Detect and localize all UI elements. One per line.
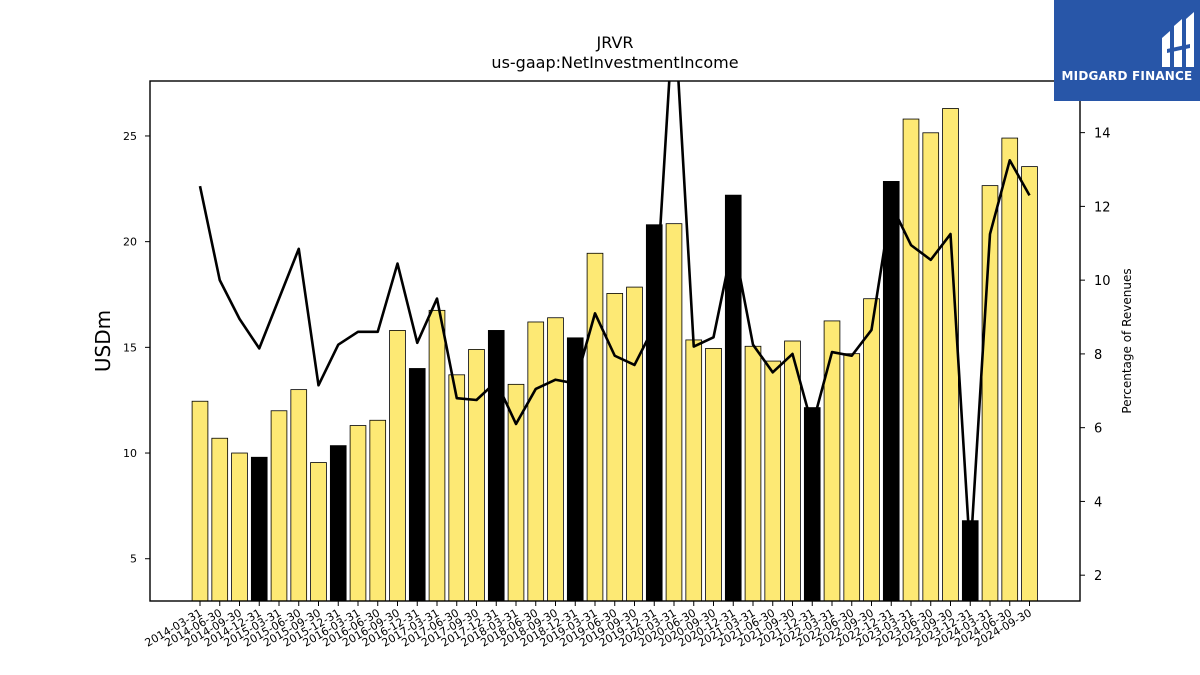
bar-2017-12-31 [487,330,505,602]
bar-2021-06-30 [764,360,782,602]
y-tick-label: 10 [123,447,137,460]
bar-2022-03-31 [823,320,841,602]
y2-tick-label: 8 [1094,348,1102,363]
bar-2023-03-31 [902,118,920,602]
bar-2022-09-30 [863,298,880,602]
line-layer [198,81,1031,557]
bar-2014-09-30 [231,452,248,602]
bar-2016-09-30 [389,330,406,602]
y2-tick-label: 6 [1094,422,1102,437]
bar-2016-06-30 [369,419,387,602]
percentage-line [198,81,1031,557]
bar-2015-06-30 [290,389,308,602]
axes-layer: 51015202524681012142014-03-312014-06-302… [123,80,1111,650]
bar-2018-09-30 [547,317,564,602]
bar-2015-12-31 [329,445,347,602]
bar-2014-12-31 [250,456,268,602]
y2-tick-label: 2 [1094,569,1102,584]
y2-tick-label: 4 [1094,495,1102,510]
y-tick-label: 5 [130,553,137,566]
y-tick-label: 25 [123,130,137,143]
bar-2021-12-31 [803,407,821,602]
bar-2019-06-30 [606,293,624,602]
y2-axis-label: Percentage of Revenues [1120,268,1134,413]
y-tick-label: 20 [123,236,137,249]
bar-2020-03-31 [665,223,683,602]
bar-2015-03-31 [270,410,288,602]
chart-subtitle: us-gaap:NetInvestmentIncome [491,53,738,72]
bar-2017-09-30 [468,349,485,602]
bar-2018-06-30 [527,321,545,602]
bar-2023-09-30 [942,108,959,602]
bar-2019-03-31 [586,252,604,602]
bar-2019-12-31 [645,224,663,602]
brand-name: MIDGARD FINANCE [1061,69,1193,83]
y2-tick-label: 10 [1094,274,1111,289]
bar-2021-03-31 [744,345,762,602]
bar-2018-12-31 [566,337,584,602]
bar-2014-03-31 [191,400,209,602]
bar-2018-03-31 [507,383,525,602]
y2-tick-label: 12 [1094,200,1111,215]
bar-2016-12-31 [408,368,426,602]
bar-2023-06-30 [922,132,940,602]
bar-2024-09-30 [1021,166,1038,602]
bar-2020-12-31 [724,194,742,602]
bar-2020-06-30 [685,339,703,602]
bar-2020-09-30 [705,347,722,602]
bar-2022-06-30 [843,353,861,602]
bar-2021-09-30 [784,340,801,602]
y-tick-label: 15 [123,341,137,354]
bars-layer [191,108,1038,602]
y-axis-label: USDm [91,310,115,372]
bar-2017-03-31 [428,309,446,602]
bar-2015-09-30 [310,462,327,602]
bar-2016-03-31 [349,425,367,602]
bar-2024-06-30 [1001,137,1019,602]
y2-tick-label: 14 [1094,127,1111,142]
bar-2014-06-30 [211,437,229,602]
chart-title: JRVR [595,33,633,52]
bar-2019-09-30 [626,286,643,602]
bar-2017-06-30 [448,374,466,602]
bar-2023-12-31 [961,520,979,602]
brand-logo: MIDGARD FINANCE [1054,0,1200,101]
midgard-logo-icon [1162,12,1194,67]
